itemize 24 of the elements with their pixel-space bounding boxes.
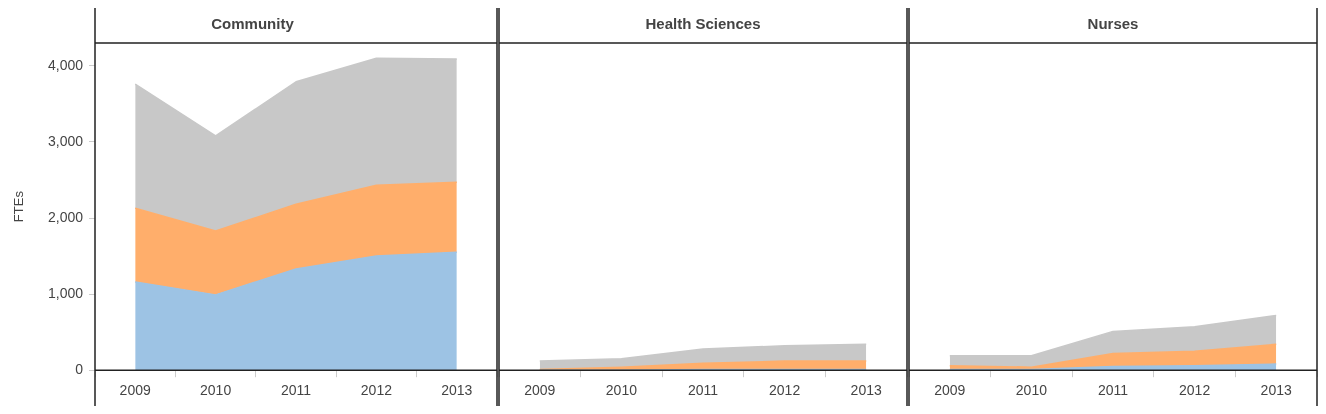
- y-tick-label: 2,000: [47, 208, 84, 225]
- chart-title: Nurses: [1087, 15, 1139, 33]
- y-tick-label: 1,000: [47, 284, 84, 301]
- x-tick-label: 2013: [1260, 382, 1292, 399]
- x-tick-label: 2011: [1097, 382, 1129, 399]
- y-tick-label: 3,000: [47, 132, 84, 149]
- x-tick-label: 2011: [280, 382, 312, 399]
- x-tick-label: 2009: [934, 382, 966, 399]
- x-tick-label: 2012: [360, 382, 393, 399]
- chart-title: Community: [211, 15, 295, 33]
- y-axis-title: FTEs: [11, 190, 27, 223]
- x-tick-label: 2013: [441, 382, 473, 399]
- x-tick-label: 2012: [1179, 382, 1211, 399]
- x-tick-label: 2012: [769, 382, 801, 399]
- y-tick-label: 0: [75, 361, 84, 378]
- x-tick-label: 2009: [119, 382, 151, 399]
- x-tick-label: 2010: [605, 382, 638, 399]
- x-tick-label: 2011: [687, 382, 719, 399]
- x-tick-label: 2013: [850, 382, 882, 399]
- chart-title: Health Sciences: [645, 15, 761, 33]
- x-tick-label: 2009: [524, 382, 556, 399]
- y-tick-label: 4,000: [47, 56, 84, 73]
- x-tick-label: 2010: [200, 382, 232, 399]
- x-tick-label: 2010: [1015, 382, 1048, 399]
